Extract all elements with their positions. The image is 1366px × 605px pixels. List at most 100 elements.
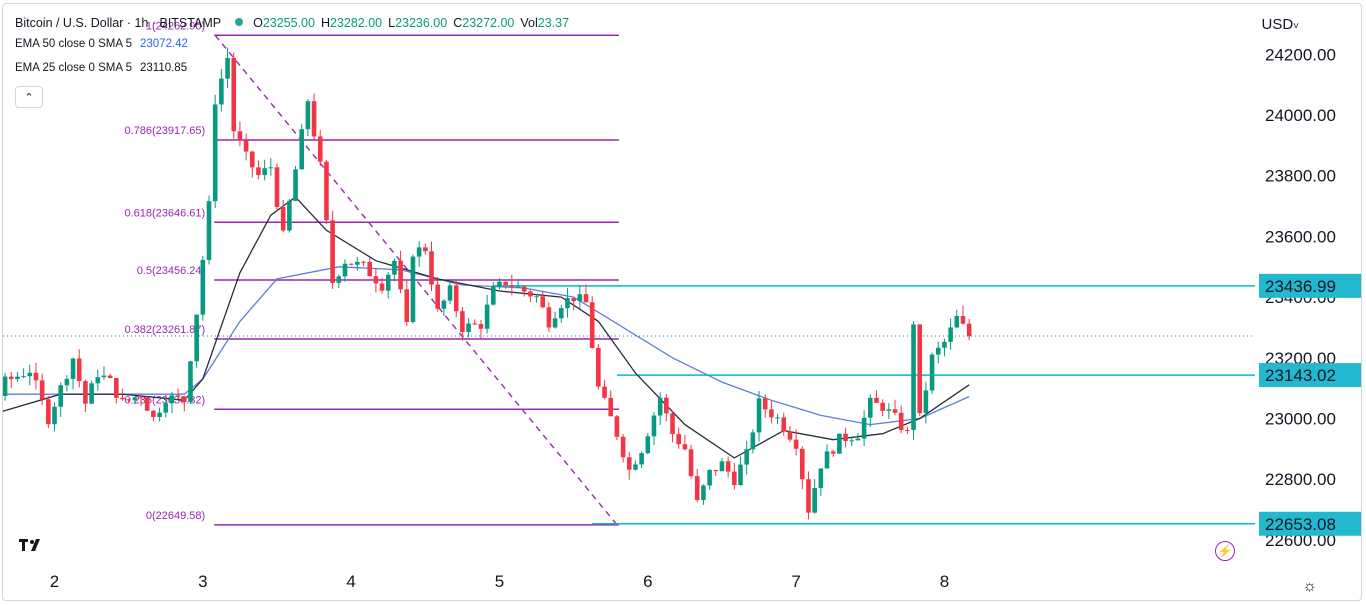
candle-body [491, 286, 496, 305]
candle-body [280, 206, 286, 231]
level-price-tag [1259, 273, 1361, 298]
y-tick-label: 23600.00 [1265, 227, 1336, 246]
candle-body [64, 378, 70, 386]
candle-body [188, 361, 193, 402]
candle-body [101, 375, 107, 378]
indicator-ema25-label: EMA 25 close 0 SMA 5 [15, 62, 132, 74]
indicator-ema50-value: 23072.42 [139, 38, 188, 50]
volume-value: 23.37 [537, 16, 570, 30]
close-value: 23272.00 [462, 16, 515, 30]
candle-body [392, 260, 397, 275]
candle-body [70, 358, 76, 379]
y-tick-label: 24200.00 [1265, 45, 1336, 64]
symbol-title[interactable]: Bitcoin / U.S. Dollar · 1h · BITSTAMP [15, 16, 222, 30]
price-chart[interactable]: 24200.0024000.0023800.0023600.0023400.00… [3, 4, 1362, 601]
level-price-label: 22653.08 [1265, 515, 1336, 534]
lightning-icon[interactable]: ⚡ [1215, 541, 1235, 561]
candle-body [830, 451, 836, 454]
candle-body [596, 347, 601, 387]
fib-level-label: 1(24262.90) [146, 20, 205, 32]
candle-body [892, 409, 898, 413]
candle-body [342, 263, 348, 277]
candle-body [293, 169, 298, 201]
candle-body [89, 383, 94, 404]
candle-body [942, 341, 947, 348]
candle-body [843, 433, 848, 442]
candle-body [330, 220, 335, 283]
settings-icon[interactable]: ☼ [1302, 578, 1317, 595]
candle-body [478, 324, 484, 329]
candle-body [719, 461, 725, 472]
level-price-label: 23143.02 [1265, 366, 1336, 385]
candle-body [837, 433, 842, 454]
candle-body [954, 316, 960, 328]
candle-body [738, 464, 743, 486]
chevron-down-icon: ˅ [1293, 21, 1299, 32]
currency-selector[interactable]: USD˅ [1261, 16, 1299, 33]
candle-body [905, 430, 910, 432]
candle-body [274, 167, 280, 207]
candle-body [336, 276, 342, 283]
candle-body [824, 451, 830, 469]
candle-body [534, 296, 539, 298]
indicator-ema25-value: 23110.85 [139, 62, 188, 74]
candle-body [466, 323, 471, 333]
candle-body [806, 479, 811, 513]
candle-body [163, 403, 169, 413]
candle-body [614, 416, 620, 437]
fib-level-label: 0.618(23646.61) [124, 207, 205, 219]
y-tick-label: 23800.00 [1265, 167, 1336, 186]
candle-body [812, 488, 817, 513]
candle-body [3, 376, 8, 397]
x-tick-label: 8 [940, 572, 949, 591]
candle-body [707, 469, 712, 486]
candle-body [929, 354, 935, 391]
candle-body [849, 440, 855, 442]
candle-body [46, 399, 51, 425]
candle-body [818, 468, 824, 489]
indicator-ema50[interactable]: EMA 50 close 0 SMA 5 23072.42 [15, 38, 188, 50]
candle-body [645, 436, 651, 454]
indicator-ema50-label: EMA 50 close 0 SMA 5 [15, 38, 132, 50]
candle-body [429, 251, 434, 285]
y-tick-label: 22800.00 [1265, 470, 1336, 489]
candle-body [657, 397, 663, 416]
candle-body [960, 316, 966, 324]
candle-body [447, 285, 453, 301]
x-tick-label: 6 [643, 572, 652, 591]
candle-body [39, 380, 45, 400]
candle-body [694, 476, 700, 501]
candle-body [219, 78, 224, 105]
candle-body [608, 397, 614, 417]
candle-body [725, 461, 731, 472]
candle-body [762, 398, 768, 410]
candle-body [373, 276, 379, 284]
candle-body [379, 283, 385, 291]
candle-body [800, 448, 805, 480]
candle-body [441, 300, 447, 309]
high-value: 23282.00 [329, 16, 383, 30]
candle-body [423, 247, 428, 252]
candle-body [769, 409, 774, 418]
candle-body [880, 402, 885, 411]
level-price-label: 23436.99 [1265, 277, 1336, 296]
candle-body [589, 302, 595, 348]
chart-panel[interactable]: 24200.0024000.0023800.0023600.0023400.00… [2, 3, 1362, 601]
candle-body [404, 289, 410, 323]
candle-body [83, 381, 88, 404]
candle-body [682, 444, 688, 450]
chevron-up-icon: ⌃ [24, 91, 34, 104]
candle-body [781, 417, 787, 432]
candle-body [935, 347, 941, 355]
level-price-tag [1259, 363, 1361, 388]
candle-body [348, 263, 354, 265]
candle-body [416, 247, 422, 257]
candle-body [398, 260, 403, 290]
candle-body [58, 385, 63, 407]
candle-body [701, 485, 706, 501]
candle-body [540, 296, 546, 308]
indicator-ema25[interactable]: EMA 25 close 0 SMA 5 23110.85 [15, 62, 187, 74]
candle-body [410, 256, 416, 323]
collapse-indicators-button[interactable]: ⌃ [15, 86, 43, 108]
candle-body [367, 261, 372, 277]
